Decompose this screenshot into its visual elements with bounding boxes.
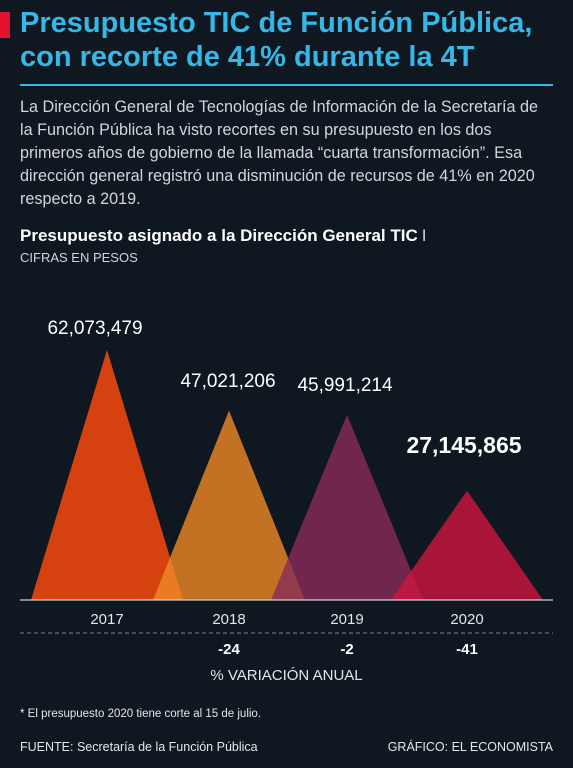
footnote: * El presupuesto 2020 tiene corte al 15 … [20,708,262,720]
title-divider [20,84,553,86]
variation-axis-label: % VARIACIÓN ANUAL [210,667,363,684]
category-label-2020: 2020 [450,611,483,628]
variation-value-2020: -41 [456,641,478,658]
chart-title-separator: I [421,226,427,245]
intro-paragraph: La Dirección General de Tecnologías de I… [20,98,539,208]
chart-title: Presupuesto asignado a la Dirección Gene… [20,226,426,246]
accent-bar [0,12,10,38]
value-label-2020: 27,145,865 [406,432,521,458]
triangle-bar-2019 [271,414,423,600]
variation-value-2019: -2 [340,641,353,658]
triangle-bar-2017 [31,350,183,600]
value-label-2017: 62,073,479 [47,318,142,339]
source-text: FUENTE: Secretaría de la Función Pública [20,740,258,754]
triangle-bar-2020 [391,490,543,600]
page-title: Presupuesto TIC de Función Pública, con … [20,7,533,73]
budget-chart: 62,073,479 47,021,206 45,991,214 27,145,865… [20,318,553,658]
chart-subtitle: CIFRAS EN PESOS [20,250,138,265]
value-label-2019: 45,991,214 [297,375,393,396]
category-label-2018: 2018 [212,611,245,628]
triangle-bar-2018 [153,410,305,600]
category-label-2017: 2017 [90,611,123,628]
credit-text: GRÁFICO: EL ECONOMISTA [387,740,553,754]
chart-title-text: Presupuesto asignado a la Dirección Gene… [20,226,418,245]
category-label-2019: 2019 [330,611,363,628]
variation-value-2018: -24 [218,641,240,658]
value-label-2018: 47,021,206 [180,371,275,392]
